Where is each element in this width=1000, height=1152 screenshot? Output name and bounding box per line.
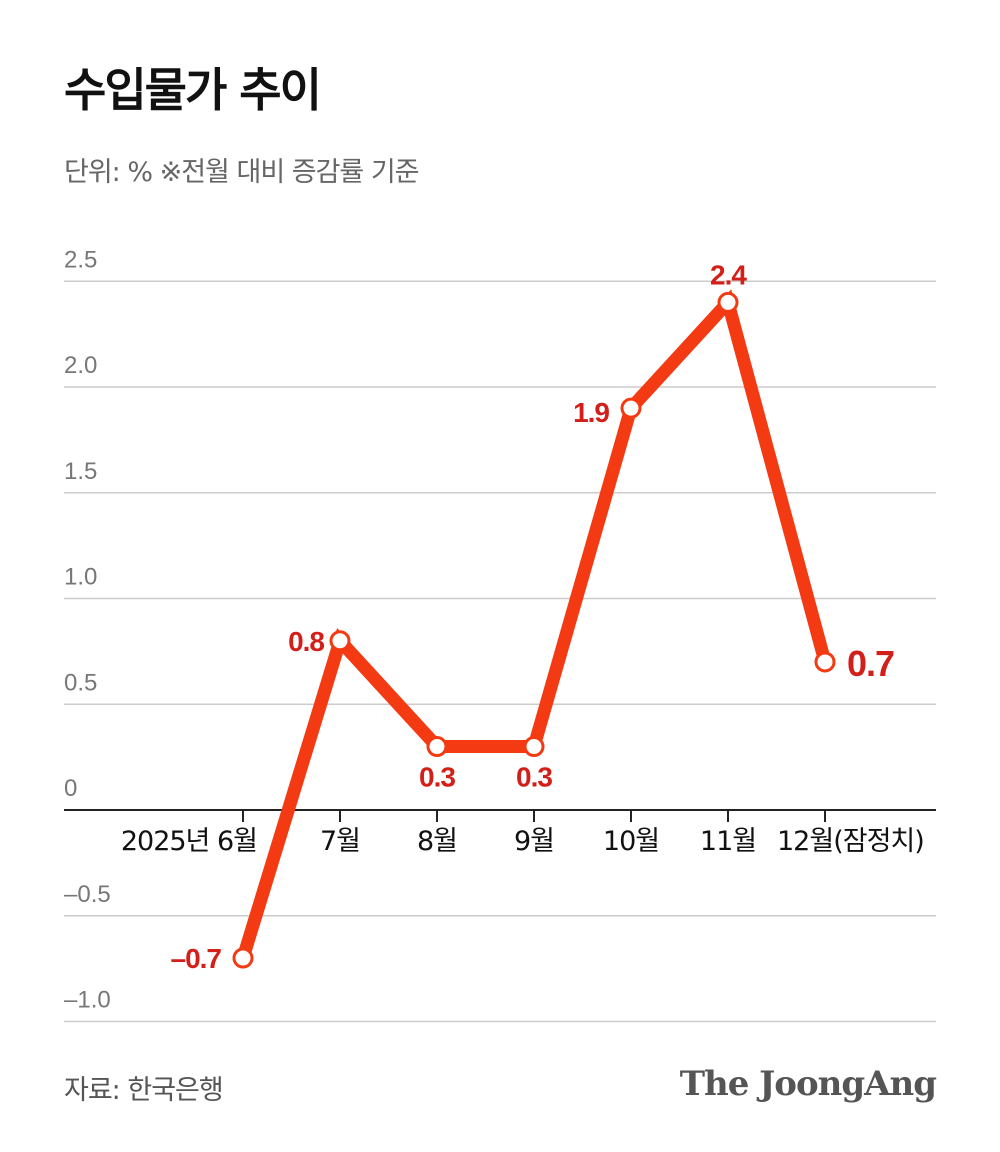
series-polyline — [236, 289, 832, 965]
data-label: –0.7 — [171, 943, 222, 974]
y-tick-label: –1.0 — [64, 987, 111, 1014]
chart-subtitle: 단위: % ※전월 대비 증감률 기준 — [64, 157, 420, 188]
data-points — [232, 291, 836, 969]
data-label: 0.3 — [419, 762, 455, 793]
source-note: 자료: 한국은행 — [64, 1075, 224, 1106]
x-tick-label: 2025년 6월 — [121, 826, 257, 857]
data-label: 0.3 — [516, 762, 552, 793]
data-point — [329, 630, 351, 652]
y-tick-label: –0.5 — [64, 881, 111, 908]
y-axis-ticks: 2.5 2.0 1.5 1.0 0.5 0 –0.5 –1.0 — [64, 246, 111, 1013]
y-tick-label: 2.0 — [64, 352, 97, 379]
data-label: 1.9 — [573, 397, 609, 428]
data-point — [717, 291, 739, 313]
gridlines — [64, 280, 936, 1023]
x-tick-label: 10월 — [603, 826, 659, 857]
series-line — [236, 289, 832, 965]
x-axis: 2025년 6월 7월 8월 9월 10월 11월 12월(잠정치) — [64, 809, 936, 857]
data-point — [426, 736, 448, 758]
data-point — [814, 651, 836, 673]
y-tick-label: 1.0 — [64, 564, 97, 591]
y-tick-label: 0 — [64, 775, 77, 802]
data-labels: –0.7 0.8 0.3 0.3 1.9 2.4 0.7 — [171, 259, 896, 974]
data-label: 0.8 — [288, 626, 324, 657]
x-tick-label: 9월 — [514, 826, 554, 857]
data-point — [232, 947, 254, 969]
x-tick-label: 7월 — [320, 826, 360, 857]
y-tick-label: 2.5 — [64, 246, 97, 273]
x-tick-label: 11월 — [700, 826, 756, 857]
data-label: 0.7 — [847, 643, 894, 684]
data-point — [523, 736, 545, 758]
data-point — [620, 397, 642, 419]
x-tick-label: 8월 — [417, 826, 457, 857]
chart-title: 수입물가 추이 — [64, 63, 322, 117]
data-label: 2.4 — [710, 259, 747, 290]
x-tick-label: 12월(잠정치) — [777, 826, 924, 857]
y-tick-label: 0.5 — [64, 669, 97, 696]
brand-logo: The JoongAng — [679, 1064, 937, 1104]
y-tick-label: 1.5 — [64, 458, 97, 485]
